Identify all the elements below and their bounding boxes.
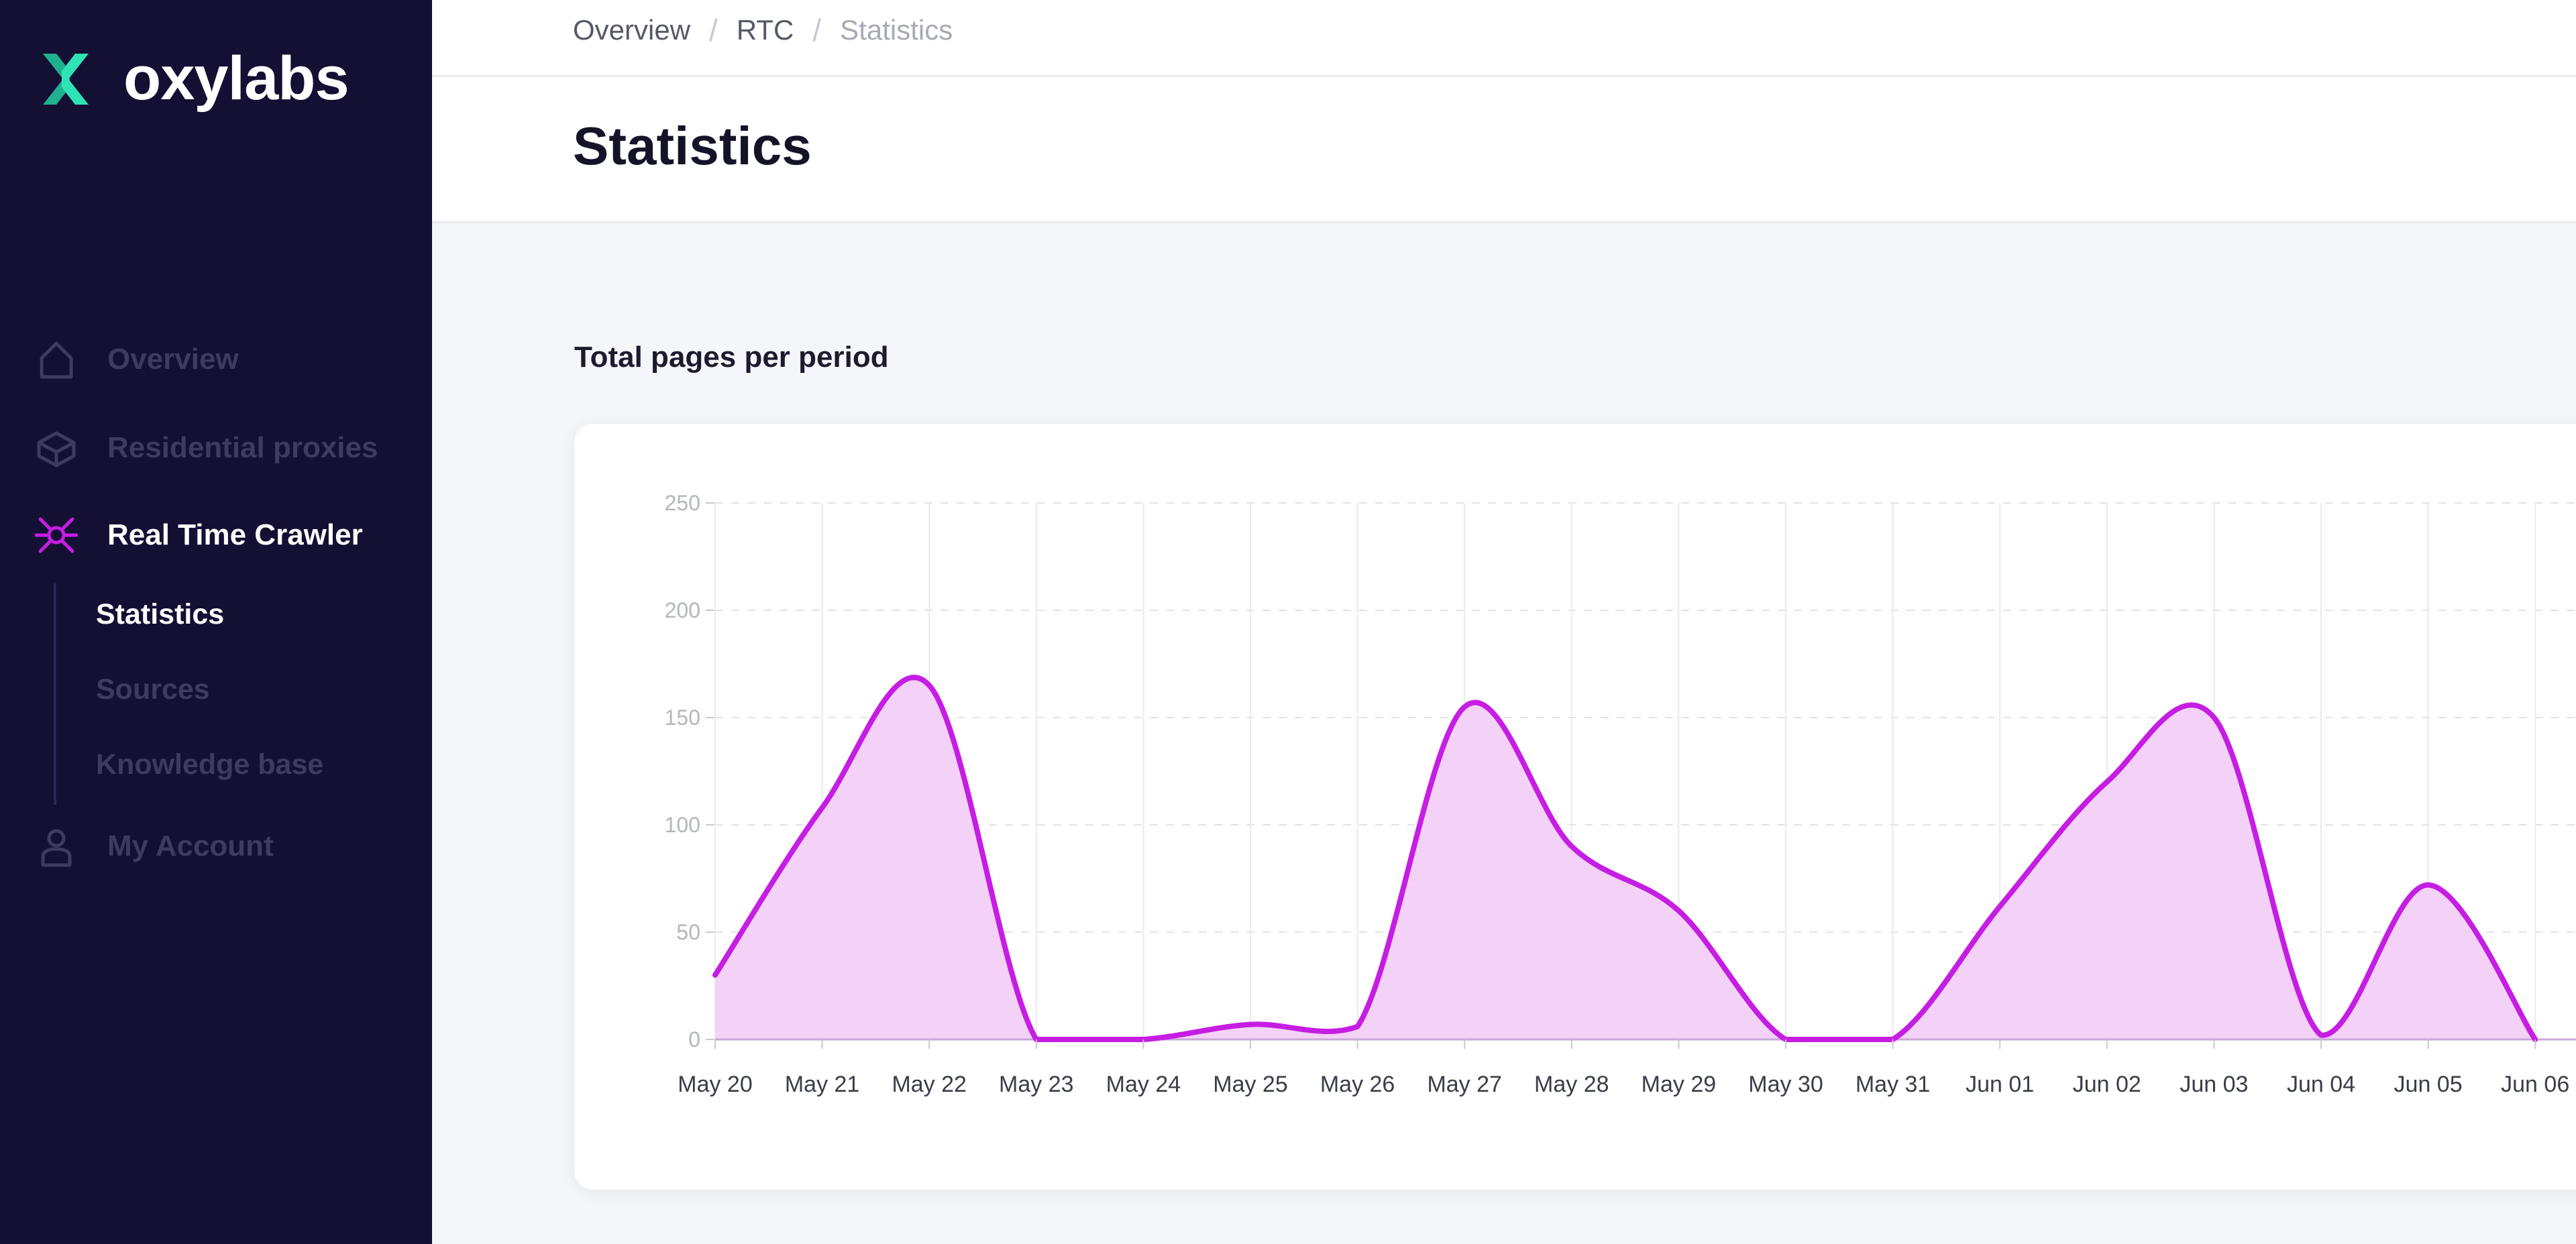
oxylabs-logo[interactable]: oxylabs [34,42,409,122]
sidebar-item-label: My Account [107,830,274,862]
y-tick-label: 0 [688,1027,700,1052]
x-tick-label: Jun 04 [2287,1072,2355,1097]
pages-per-period-chart: 0 50 100 150 200 250 May 20 May 21 May 22 May 23 M… [665,491,2576,1097]
sidebar-item-label: Residential proxies [107,431,378,464]
submenu-indicator-line [54,583,56,805]
header-divider [432,75,2576,77]
page-title: Statistics [573,116,812,176]
x-tick-label: Jun 01 [1966,1072,2034,1097]
brand-name: oxylabs [123,44,350,113]
sidebar-item-overview[interactable]: Overview [35,333,411,386]
x-tick-label: May 23 [999,1072,1074,1097]
user-icon [35,823,82,870]
x-tick-label: Jun 02 [2073,1072,2141,1097]
sidebar-subitem-sources[interactable]: Sources [96,673,210,705]
crawler-icon [35,512,82,559]
sidebar-item-real-time-crawler[interactable]: Real Time Crawler [35,508,411,562]
y-tick-label: 50 [676,920,700,944]
home-icon [35,336,82,383]
sidebar: oxylabs Overview Residential proxies Rea… [0,0,432,1244]
x-tick-label: May 22 [892,1072,967,1097]
breadcrumb-current: Statistics [840,14,953,46]
sidebar-item-residential-proxies[interactable]: Residential proxies [35,421,411,475]
x-tick-label: May 30 [1748,1072,1823,1097]
x-tick-label: May 21 [785,1072,860,1097]
x-tick-label: May 25 [1213,1072,1288,1097]
x-tick-label: Jun 05 [2394,1072,2463,1097]
series-line [712,675,2538,1043]
sidebar-item-label: Real Time Crawler [107,518,363,551]
series-area-fill [715,677,2536,1039]
breadcrumb-separator: / [812,13,822,48]
x-tick-label: May 29 [1642,1072,1717,1097]
chart-section-label: Total pages per period [574,341,889,374]
breadcrumb-separator: / [709,13,718,48]
sidebar-subitem-knowledge-base[interactable]: Knowledge base [96,748,324,781]
page-header: Overview / RTC / Statistics Statistics [432,0,2576,223]
x-tick-label: Jun 06 [2501,1072,2569,1097]
x-tick-label: May 28 [1534,1072,1609,1097]
chart-card: 0 50 100 150 200 250 May 20 May 21 May 22 May 23 M… [574,424,2576,1190]
y-tick-label: 100 [665,813,700,837]
x-tick-label: May 31 [1856,1072,1931,1097]
x-tick-label: May 20 [678,1072,753,1097]
x-tick-label: May 27 [1427,1072,1502,1097]
sidebar-subitem-statistics[interactable]: Statistics [96,598,225,630]
x-tick-label: May 24 [1106,1072,1181,1097]
breadcrumb-rtc[interactable]: RTC [736,14,794,46]
y-tick-label: 250 [665,491,700,515]
breadcrumb: Overview / RTC / Statistics [573,12,953,48]
y-tick-label: 150 [665,705,700,730]
sidebar-item-my-account[interactable]: My Account [35,819,411,873]
breadcrumb-overview[interactable]: Overview [573,14,691,46]
box-icon [35,425,82,471]
x-tick-label: Jun 03 [2180,1072,2248,1097]
x-tick-label: May 26 [1320,1072,1395,1097]
y-tick-label: 200 [665,598,700,622]
sidebar-item-label: Overview [107,343,239,376]
oxylabs-x-icon [43,54,89,105]
